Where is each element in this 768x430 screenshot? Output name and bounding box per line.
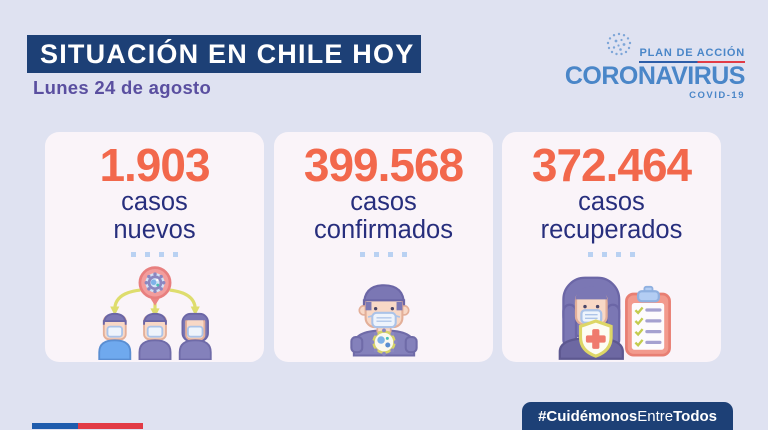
hashtag-banner: #Cuidémonos Entre Todos — [522, 402, 733, 430]
stat-card-casos-confirmados: 399.568 casos confirmados — [274, 132, 493, 362]
virus-spreading-to-people-icon — [91, 261, 219, 362]
virus-dots-icon — [603, 30, 635, 63]
stat-card-casos-recuperados: 372.464 casos recuperados — [502, 132, 721, 362]
dot — [131, 252, 136, 258]
hashtag-part2: Entre — [637, 407, 674, 425]
dot — [360, 252, 365, 258]
date-label: Lunes 24 de agosto — [33, 77, 212, 98]
dot — [630, 252, 635, 258]
flag-red-segment — [78, 423, 143, 429]
masked-person-with-virus-icon — [338, 261, 430, 362]
plan-de-accion-label: PLAN DE ACCIÓN — [639, 46, 745, 59]
stat-label-line2: recuperados — [540, 215, 683, 244]
chile-flag-bar — [32, 423, 143, 429]
dot — [588, 252, 593, 258]
stat-value: 399.568 — [303, 139, 464, 191]
hashtag-part3: Todos — [673, 407, 717, 425]
nurse-shield-checklist-icon — [549, 261, 675, 362]
stat-label: casos nuevos — [113, 189, 195, 244]
flag-blue-segment — [32, 423, 78, 429]
dot — [374, 252, 379, 258]
dot — [173, 252, 178, 258]
stat-card-casos-nuevos: 1.903 casos nuevos — [45, 132, 264, 362]
stat-label: casos confirmados — [314, 189, 453, 244]
flag-underline — [639, 60, 745, 63]
dot — [616, 252, 621, 258]
stat-value: 372.464 — [531, 139, 692, 191]
dots-separator — [360, 252, 407, 258]
dot — [602, 252, 607, 258]
page-title: SITUACIÓN EN CHILE HOY — [40, 38, 415, 69]
covid19-label: COVID-19 — [689, 90, 745, 101]
stat-label-line1: casos — [121, 188, 188, 217]
stat-label-line1: casos — [578, 188, 645, 217]
dot — [159, 252, 164, 258]
dot — [145, 252, 150, 258]
coronavirus-wordmark: CORONAVIRUS — [564, 62, 746, 90]
hashtag-part1: #Cuidémonos — [538, 407, 638, 425]
stat-label-line2: nuevos — [113, 215, 196, 244]
dots-separator — [131, 252, 178, 258]
stat-label: casos recuperados — [541, 189, 683, 244]
stat-label-line1: casos — [350, 188, 417, 217]
dots-separator — [588, 252, 635, 258]
stat-label-line2: confirmados — [314, 215, 453, 244]
dot — [388, 252, 393, 258]
title-banner: SITUACIÓN EN CHILE HOY — [27, 35, 421, 73]
stat-value: 1.903 — [99, 139, 210, 191]
dot — [402, 252, 407, 258]
plan-de-accion-coronavirus-logo: PLAN DE ACCIÓN CORONAVIRUS COVID-19 — [565, 30, 746, 101]
